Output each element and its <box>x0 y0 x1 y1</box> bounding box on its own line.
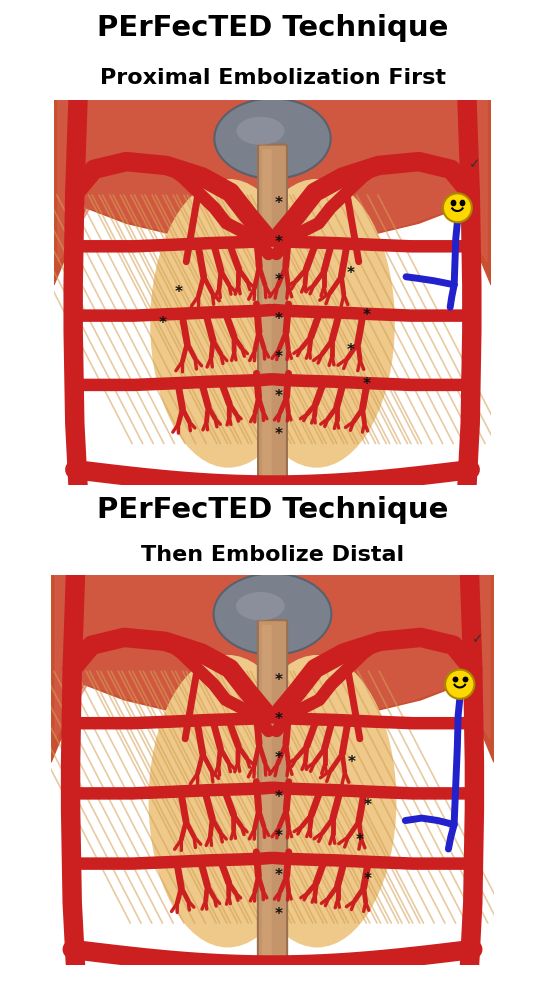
Text: *: * <box>275 427 283 442</box>
Text: *: * <box>275 350 283 365</box>
Text: Proximal Embolization First: Proximal Embolization First <box>100 68 445 88</box>
Ellipse shape <box>214 574 331 655</box>
Text: *: * <box>364 871 372 886</box>
Ellipse shape <box>238 179 395 468</box>
Text: *: * <box>158 315 166 330</box>
Polygon shape <box>272 575 494 777</box>
Circle shape <box>443 194 472 223</box>
Polygon shape <box>55 575 269 770</box>
Text: *: * <box>275 235 283 250</box>
Polygon shape <box>276 575 490 770</box>
Text: *: * <box>275 907 283 922</box>
Ellipse shape <box>238 655 396 947</box>
Text: *: * <box>275 389 283 404</box>
Polygon shape <box>272 100 491 300</box>
Text: *: * <box>347 342 355 357</box>
Text: ✓: ✓ <box>472 633 483 647</box>
Text: *: * <box>363 308 371 323</box>
Text: *: * <box>275 197 283 212</box>
Ellipse shape <box>214 99 331 179</box>
FancyBboxPatch shape <box>258 145 287 487</box>
FancyBboxPatch shape <box>262 149 272 482</box>
Text: *: * <box>174 285 182 300</box>
Polygon shape <box>51 575 272 777</box>
Text: PErFecTED Technique: PErFecTED Technique <box>97 14 448 42</box>
Text: Then Embolize Distal: Then Embolize Distal <box>141 545 404 565</box>
Ellipse shape <box>150 179 307 468</box>
Text: *: * <box>347 265 355 280</box>
Text: PErFecTED Technique: PErFecTED Technique <box>97 496 448 524</box>
Text: *: * <box>275 712 283 727</box>
Text: *: * <box>275 868 283 883</box>
Ellipse shape <box>149 655 307 947</box>
FancyBboxPatch shape <box>258 620 287 967</box>
Text: *: * <box>275 828 283 843</box>
Polygon shape <box>276 100 487 292</box>
Ellipse shape <box>236 592 284 621</box>
Text: *: * <box>356 832 364 847</box>
Text: *: * <box>275 312 283 327</box>
Text: *: * <box>348 754 356 769</box>
Text: *: * <box>275 750 283 765</box>
Text: *: * <box>275 789 283 804</box>
Text: *: * <box>275 673 283 688</box>
FancyBboxPatch shape <box>262 625 272 962</box>
Polygon shape <box>58 100 269 292</box>
Polygon shape <box>54 100 272 300</box>
Ellipse shape <box>237 117 284 145</box>
Text: ✓: ✓ <box>469 157 481 171</box>
Text: *: * <box>275 273 283 288</box>
Text: *: * <box>364 797 372 812</box>
Text: *: * <box>363 377 371 392</box>
Circle shape <box>445 670 474 699</box>
